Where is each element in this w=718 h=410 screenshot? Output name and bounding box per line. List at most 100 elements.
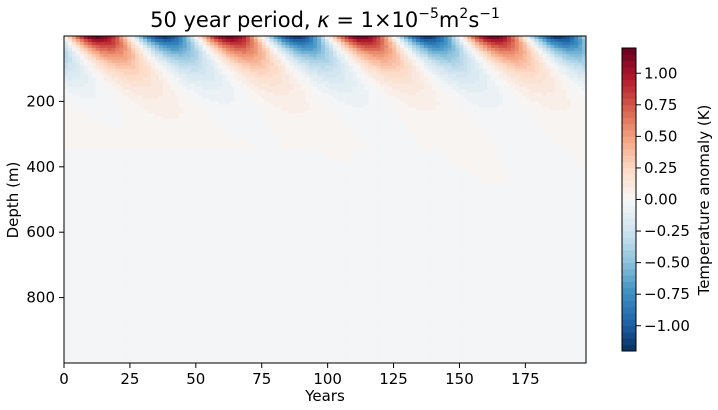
heatmap-cell bbox=[79, 50, 85, 55]
heatmap-cell bbox=[202, 247, 207, 251]
heatmap-cell bbox=[83, 107, 89, 111]
heatmap-cell bbox=[202, 255, 207, 260]
heatmap-cell bbox=[234, 211, 239, 215]
heatmap-cell bbox=[206, 47, 211, 52]
heatmap-cell bbox=[214, 134, 219, 138]
heatmap-cell bbox=[115, 205, 120, 210]
heatmap-cell bbox=[190, 327, 196, 331]
heatmap-cell bbox=[115, 232, 120, 236]
heatmap-cell bbox=[234, 357, 239, 361]
heatmap-cell bbox=[234, 56, 239, 61]
heatmap-cell bbox=[206, 56, 211, 61]
heatmap-cell bbox=[139, 255, 144, 260]
heatmap-cell bbox=[83, 285, 89, 290]
heatmap-cell bbox=[194, 264, 200, 269]
heatmap-cell bbox=[135, 276, 140, 281]
heatmap-cell bbox=[135, 348, 140, 352]
heatmap-cell bbox=[170, 128, 176, 132]
heatmap-cell bbox=[194, 348, 200, 352]
heatmap-cell bbox=[147, 53, 152, 58]
heatmap-cell bbox=[158, 77, 164, 82]
heatmap-cell bbox=[198, 321, 203, 325]
heatmap-cell bbox=[131, 342, 136, 346]
heatmap-cell bbox=[107, 143, 113, 147]
heatmap-cell bbox=[139, 282, 144, 287]
heatmap-cell bbox=[123, 244, 128, 248]
heatmap-cell bbox=[135, 74, 140, 79]
heatmap-cell bbox=[115, 50, 120, 55]
heatmap-cell bbox=[115, 128, 120, 132]
heatmap-cell bbox=[139, 187, 144, 192]
heatmap-cell bbox=[230, 74, 235, 79]
heatmap-cell bbox=[162, 291, 168, 296]
heatmap-cell bbox=[210, 214, 215, 218]
heatmap-cell bbox=[222, 38, 227, 43]
heatmap-cell bbox=[115, 80, 120, 85]
heatmap-cell bbox=[238, 92, 243, 97]
heatmap-cell bbox=[143, 354, 148, 358]
heatmap-cell bbox=[87, 226, 93, 230]
heatmap-cell bbox=[222, 354, 227, 358]
heatmap-cell bbox=[111, 145, 116, 150]
heatmap-cell bbox=[158, 89, 164, 94]
heatmap-cell bbox=[162, 113, 168, 117]
heatmap-cell bbox=[95, 264, 101, 269]
heatmap-cell bbox=[234, 330, 239, 334]
heatmap-cell bbox=[95, 71, 101, 76]
heatmap-cell bbox=[170, 250, 176, 254]
heatmap-cell bbox=[103, 220, 109, 224]
heatmap-cell bbox=[154, 250, 160, 254]
heatmap-cell bbox=[71, 255, 77, 260]
heatmap-cell bbox=[162, 235, 168, 239]
heatmap-cell bbox=[158, 83, 164, 88]
heatmap-cell bbox=[75, 342, 81, 346]
heatmap-cell bbox=[234, 321, 239, 325]
heatmap-cell bbox=[151, 116, 156, 120]
heatmap-cell bbox=[119, 92, 124, 97]
heatmap-cell bbox=[64, 175, 69, 180]
heatmap-cell bbox=[123, 44, 128, 49]
heatmap-cell bbox=[64, 205, 69, 210]
heatmap-cell bbox=[234, 282, 239, 287]
heatmap-cell bbox=[119, 125, 124, 129]
heatmap-cell bbox=[178, 143, 184, 147]
heatmap-cell bbox=[241, 83, 247, 88]
heatmap-cell bbox=[158, 196, 164, 201]
heatmap-cell bbox=[238, 232, 243, 236]
heatmap-cell bbox=[115, 333, 120, 337]
heatmap-cell bbox=[107, 41, 113, 46]
heatmap-cell bbox=[206, 315, 211, 320]
heatmap-cell bbox=[218, 116, 223, 120]
heatmap-cell bbox=[230, 264, 235, 269]
heatmap-cell bbox=[79, 315, 85, 320]
heatmap-cell bbox=[190, 140, 196, 144]
heatmap-cell bbox=[135, 208, 140, 212]
heatmap-cell bbox=[115, 339, 120, 343]
heatmap-cell bbox=[143, 140, 148, 144]
heatmap-cell bbox=[83, 315, 89, 320]
heatmap-cell bbox=[226, 68, 231, 73]
heatmap-cell bbox=[198, 101, 203, 105]
heatmap-cell bbox=[135, 226, 140, 230]
heatmap-cell bbox=[214, 318, 219, 322]
heatmap-cell bbox=[143, 336, 148, 340]
heatmap-cell bbox=[234, 312, 239, 317]
heatmap-cell bbox=[166, 279, 172, 284]
heatmap-cell bbox=[158, 44, 164, 49]
heatmap-cell bbox=[218, 163, 223, 168]
heatmap-cell bbox=[99, 223, 105, 227]
heatmap-cell bbox=[147, 318, 152, 322]
heatmap-cell bbox=[170, 169, 176, 174]
heatmap-cell bbox=[75, 235, 81, 239]
heatmap-cell bbox=[166, 226, 172, 230]
heatmap-cell bbox=[127, 291, 132, 296]
heatmap-cell bbox=[178, 315, 184, 320]
heatmap-cell bbox=[107, 285, 113, 290]
heatmap-cell bbox=[151, 309, 156, 314]
heatmap-cell bbox=[91, 92, 97, 97]
heatmap-cell bbox=[111, 187, 116, 192]
heatmap-cell bbox=[162, 77, 168, 82]
heatmap-cell bbox=[230, 315, 235, 320]
heatmap-cell bbox=[83, 291, 89, 296]
heatmap-cell bbox=[234, 276, 239, 281]
